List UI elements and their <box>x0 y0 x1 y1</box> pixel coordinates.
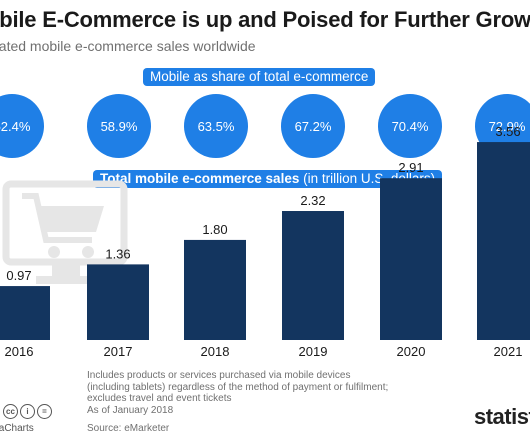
cc-by-icon: i <box>20 404 35 419</box>
x-tick-label: 2017 <box>104 344 133 359</box>
footnote: Includes products or services purchased … <box>87 370 417 416</box>
bar-value-label: 0.97 <box>6 268 31 283</box>
bar-2017 <box>87 264 149 340</box>
cc-icon: cc <box>3 404 18 419</box>
share-circle: 58.9% <box>87 94 151 158</box>
footnote-line: Includes products or services purchased … <box>87 370 351 381</box>
source-text: Source: eMarketer <box>87 423 170 434</box>
cc-eq-icon: = <box>37 404 52 419</box>
x-tick-label: 2019 <box>299 344 328 359</box>
chart-title: obile E-Commerce is up and Poised for Fu… <box>0 7 530 32</box>
bar-2020 <box>380 178 442 340</box>
x-tick-label: 2021 <box>494 344 523 359</box>
footnote-line: excludes travel and event tickets <box>87 393 232 404</box>
share-circle: 67.2% <box>281 94 345 158</box>
bar-2018 <box>184 239 246 340</box>
footnote-line: (including tablets) regardless of the me… <box>87 381 389 393</box>
footnote-line: As of January 2018 <box>87 404 174 416</box>
bar-2021 <box>477 142 530 340</box>
statcharts-label[interactable]: taCharts <box>0 423 34 434</box>
x-tick-label: 2020 <box>397 344 426 359</box>
x-tick-label: 2016 <box>5 344 34 359</box>
sales-banner-bold: Total mobile e-commerce sales <box>100 171 300 186</box>
share-banner: Mobile as share of total e-commerce <box>143 68 376 86</box>
bar-value-label: 1.80 <box>202 222 227 237</box>
bar-2016 <box>0 286 50 340</box>
shopping-cart-monitor-icon <box>2 180 128 284</box>
bar-2019 <box>282 211 344 340</box>
bar-value-label: 2.91 <box>398 160 423 175</box>
share-circle: 63.5% <box>184 94 248 158</box>
bar-value-label: 3.56 <box>495 124 520 139</box>
bar-value-label: 1.36 <box>105 246 130 261</box>
license-icons: cc i = <box>3 404 52 419</box>
share-circle: 70.4% <box>378 94 442 158</box>
statista-logo[interactable]: statista <box>474 404 530 429</box>
chart-subtitle: nated mobile e-commerce sales worldwide <box>0 38 256 54</box>
x-tick-label: 2018 <box>201 344 230 359</box>
bar-value-label: 2.32 <box>300 193 325 208</box>
